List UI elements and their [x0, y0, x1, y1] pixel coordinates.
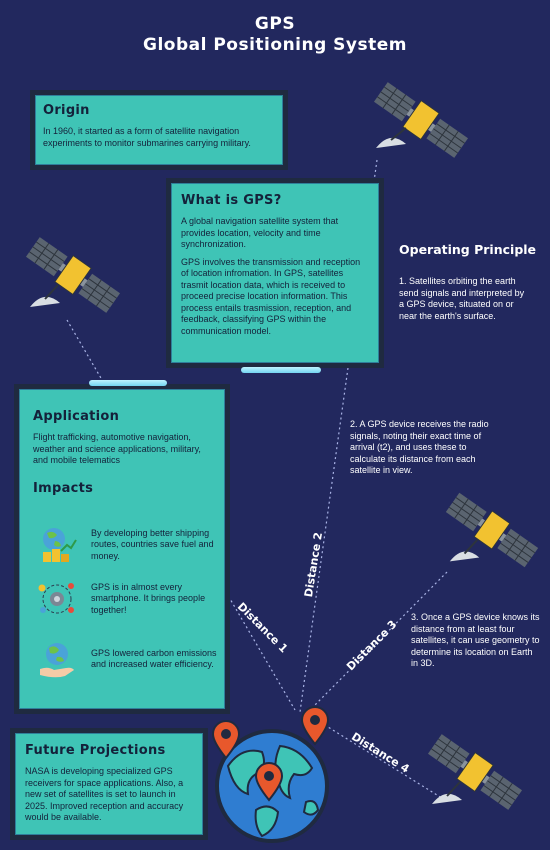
location-pin-icon	[300, 706, 330, 746]
impact-text-1: By developing better shipping routes, co…	[91, 527, 214, 561]
earth-hand-icon	[40, 643, 74, 678]
application-panel: Application Flight trafficking, automoti…	[14, 380, 230, 714]
operating-step-2: 2. A GPS device receives the radio signa…	[350, 419, 489, 475]
network-people-icon	[38, 583, 74, 614]
future-heading: Future Projections	[25, 743, 166, 758]
impact-item-1: By developing better shipping routes, co…	[37, 525, 226, 565]
future-projections-panel: Future Projections NASA is developing sp…	[10, 728, 208, 840]
operating-principle-heading: Operating Principle	[399, 242, 537, 257]
satellite-icon	[25, 237, 121, 313]
satellite-icon	[373, 82, 469, 158]
money-globe-icon	[43, 528, 77, 562]
future-text: NASA is developing specialized GPS recei…	[25, 766, 184, 822]
origin-text: In 1960, it started as a form of satelli…	[43, 126, 251, 148]
what-is-gps-paragraph-2: GPS involves the transmission and recept…	[181, 256, 361, 336]
what-is-gps-paragraph-1: A global navigation satellite system tha…	[181, 216, 339, 249]
what-is-gps-heading: What is GPS?	[181, 193, 282, 208]
impact-item-3: GPS lowered carbon emissions and increas…	[37, 639, 226, 679]
satellite-icon	[427, 734, 523, 810]
satellite-icon	[445, 492, 539, 568]
title-line-1: GPS	[254, 14, 296, 34]
page-title: GPS Global Positioning System	[0, 14, 550, 56]
title-line-2: Global Positioning System	[143, 35, 407, 55]
impact-item-2: GPS is in almost every smartphone. It br…	[37, 579, 226, 619]
location-pin-icon	[211, 720, 241, 760]
operating-step-3: 3. Once a GPS device knows its distance …	[411, 612, 540, 668]
application-heading: Application	[33, 409, 120, 424]
origin-heading: Origin	[43, 103, 90, 118]
origin-panel: Origin In 1960, it started as a form of …	[30, 90, 288, 170]
impact-text-2: GPS is in almost every smartphone. It br…	[91, 581, 206, 615]
what-is-gps-panel: What is GPS? A global navigation satelli…	[166, 178, 384, 373]
impact-text-3: GPS lowered carbon emissions and increas…	[91, 647, 217, 670]
operating-step-1: 1. Satellites orbiting the earth send si…	[399, 276, 525, 321]
impacts-heading: Impacts	[33, 480, 94, 496]
application-text: Flight trafficking, automotive navigatio…	[33, 432, 201, 465]
location-pin-icon	[254, 762, 284, 802]
